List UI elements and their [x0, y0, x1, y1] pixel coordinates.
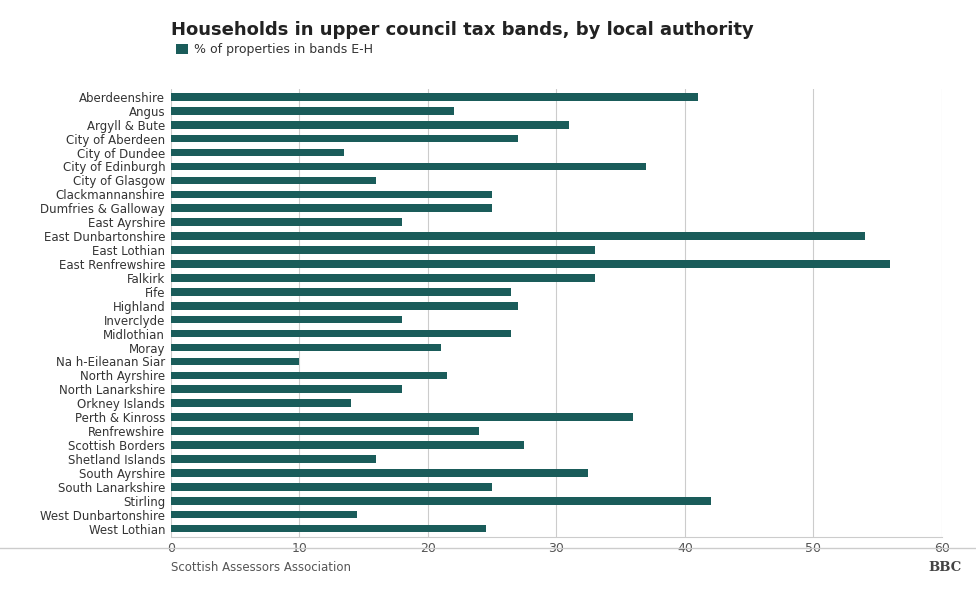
Bar — [171, 358, 300, 365]
Text: BBC: BBC — [928, 561, 961, 574]
Bar — [171, 511, 357, 519]
Bar — [171, 232, 865, 240]
Bar — [171, 107, 454, 114]
Bar — [171, 483, 492, 491]
Bar — [171, 497, 711, 504]
Bar — [171, 372, 447, 379]
Bar — [171, 149, 345, 156]
Bar — [171, 218, 402, 226]
Bar — [171, 204, 492, 212]
Bar — [171, 414, 633, 421]
Bar — [171, 260, 890, 268]
Bar — [171, 302, 518, 310]
Bar — [171, 176, 377, 184]
Bar — [171, 441, 524, 449]
Bar — [171, 135, 518, 142]
Bar — [171, 274, 595, 281]
Bar — [171, 330, 511, 337]
Text: Scottish Assessors Association: Scottish Assessors Association — [171, 561, 350, 574]
Bar — [171, 316, 402, 323]
Bar — [171, 385, 402, 393]
Bar — [171, 246, 595, 254]
Bar — [171, 469, 589, 477]
Bar — [171, 288, 511, 296]
Bar — [171, 191, 492, 198]
Bar — [171, 427, 479, 435]
Bar — [171, 399, 350, 407]
Bar — [171, 455, 377, 463]
Bar — [171, 525, 486, 532]
Text: Households in upper council tax bands, by local authority: Households in upper council tax bands, b… — [171, 21, 753, 39]
Bar — [171, 93, 698, 101]
Bar — [171, 121, 569, 129]
Bar — [171, 344, 441, 351]
Legend: % of properties in bands E-H: % of properties in bands E-H — [177, 43, 373, 56]
Bar — [171, 163, 646, 171]
